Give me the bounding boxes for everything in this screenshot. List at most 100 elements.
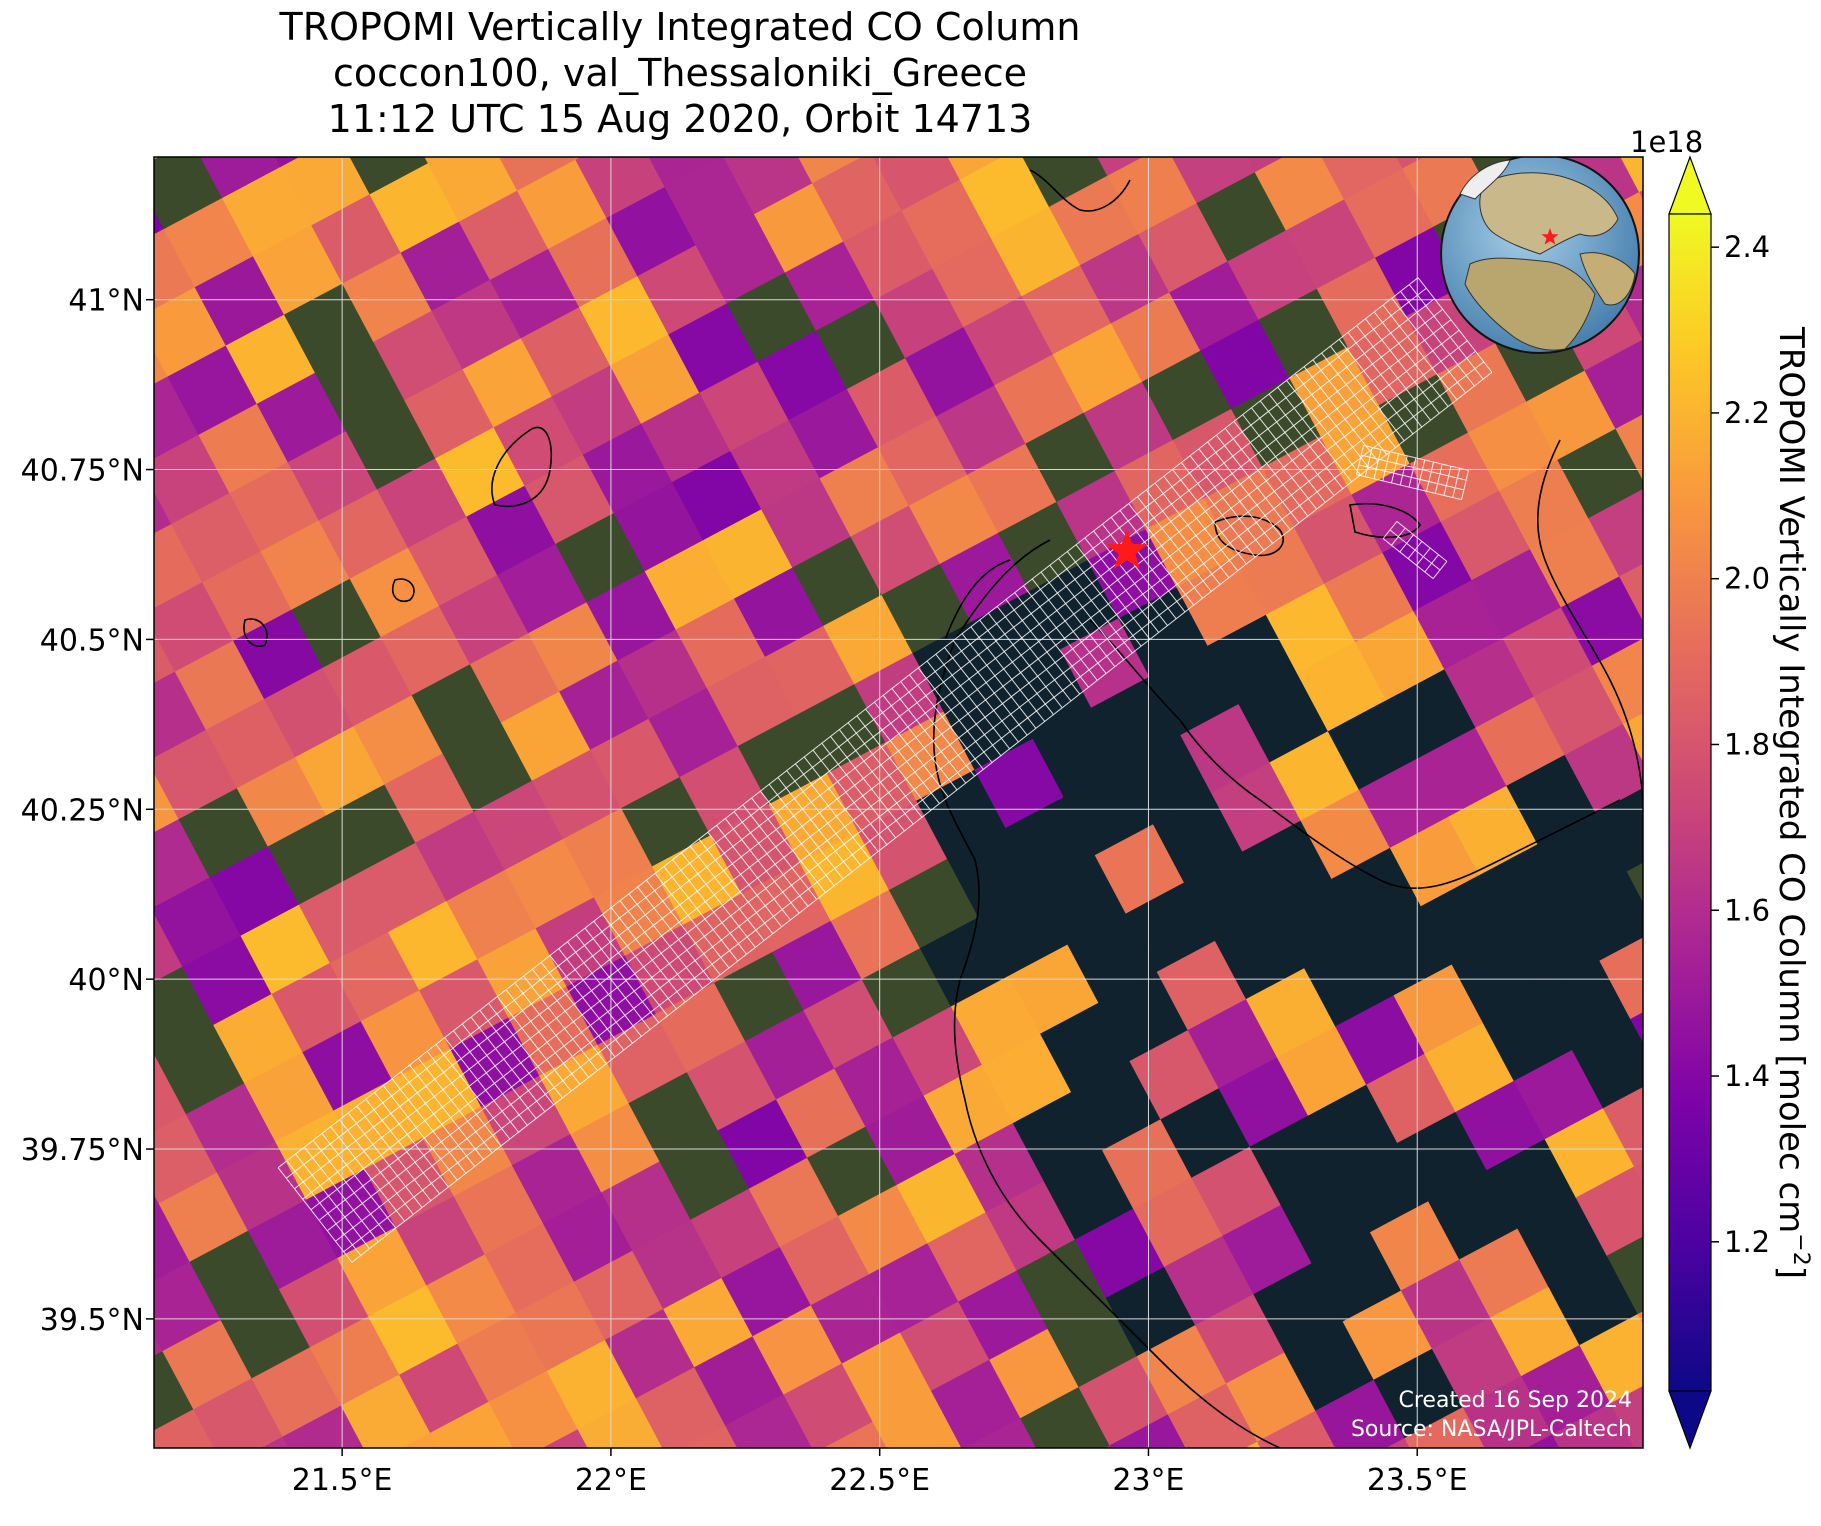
co-pixel xyxy=(411,663,503,755)
footprint-line xyxy=(812,749,888,845)
colorbar-tick-label: 1.2 xyxy=(1724,1225,1770,1259)
co-pixel xyxy=(1016,1239,1108,1330)
co-pixel xyxy=(1417,727,1508,818)
co-pixel xyxy=(846,357,938,449)
footprint-line xyxy=(347,1112,423,1208)
co-pixel xyxy=(1226,1351,1317,1443)
co-pixel xyxy=(590,718,681,810)
co-pixel xyxy=(388,900,479,992)
footprint-line xyxy=(1400,291,1475,387)
footprint-line xyxy=(1382,451,1391,481)
co-pixel xyxy=(1459,1228,1550,1319)
footprint-line xyxy=(1361,454,1467,481)
footprint-line xyxy=(856,715,932,811)
y-axis-ticks: 41°N 40.75°N 40.5°N 40.25°N 40°N 39.75°N 39.5°… xyxy=(21,284,154,1338)
co-pixel xyxy=(154,1024,246,1116)
co-pixel xyxy=(488,1370,580,1448)
co-pixel xyxy=(360,989,452,1081)
co-pixel xyxy=(1207,614,1299,706)
co-pixel xyxy=(613,481,705,573)
footprint-line xyxy=(1198,448,1274,544)
footprint-line xyxy=(1277,386,1353,483)
footprint-line xyxy=(786,770,861,866)
footprint-line xyxy=(374,1092,449,1188)
co-pixel xyxy=(672,450,763,542)
star-icon[interactable] xyxy=(1106,529,1148,569)
co-pixel xyxy=(990,206,1082,298)
co-pixel xyxy=(442,722,534,813)
co-pixel xyxy=(784,241,876,332)
footprint-line xyxy=(1408,284,1484,380)
footprint-line xyxy=(1163,475,1239,572)
co-pixel xyxy=(477,927,569,1019)
co-pixel xyxy=(812,157,903,243)
footprint-line xyxy=(1382,538,1434,579)
co-pixel xyxy=(419,958,510,1050)
co-pixel xyxy=(1156,940,1248,1032)
footprint-line xyxy=(1207,441,1282,537)
co-pixel xyxy=(1448,785,1539,877)
footprint-line xyxy=(1408,457,1417,488)
footprint-line xyxy=(619,900,695,996)
co-pixel xyxy=(1022,157,1109,208)
footprint-line xyxy=(610,907,686,1003)
co-pixel xyxy=(562,807,654,899)
co-pixel xyxy=(648,687,740,779)
co-pixel xyxy=(931,1359,1022,1448)
co-pixel xyxy=(194,255,286,347)
co-pixel xyxy=(1366,1053,1457,1144)
co-pixel xyxy=(1486,1138,1578,1230)
footprint-line xyxy=(803,756,879,852)
co-pixel xyxy=(764,625,856,717)
footprint-line xyxy=(1312,359,1388,455)
co-pixel xyxy=(1284,1320,1376,1412)
title-line-3: 11:12 UTC 15 Aug 2020, Orbit 14713 xyxy=(327,97,1033,141)
co-pixel xyxy=(380,605,472,697)
co-pixel xyxy=(400,221,492,312)
footprint-line xyxy=(1233,421,1309,517)
coastline-east xyxy=(1536,439,1643,801)
co-pixel xyxy=(1110,291,1202,383)
footprint-line xyxy=(681,852,756,948)
co-pixel xyxy=(1482,991,1574,1083)
co-pixel xyxy=(154,1203,192,1283)
co-pixel xyxy=(1564,723,1643,815)
co-pixel xyxy=(788,388,880,480)
co-pixel xyxy=(1378,373,1470,465)
co-pixel xyxy=(1572,1018,1643,1110)
co-pixel xyxy=(1526,370,1618,461)
co-pixel xyxy=(798,157,865,185)
co-pixel xyxy=(500,691,592,782)
co-pixel xyxy=(717,1098,809,1190)
map-panel[interactable]: Created 16 Sep 2024 Source: NASA/JPL-Cal… xyxy=(55,55,1745,1526)
co-pixel xyxy=(978,885,1069,977)
co-pixel xyxy=(706,656,798,748)
footprint-line xyxy=(351,371,1493,1263)
footprint-line xyxy=(900,681,975,777)
footprint-line xyxy=(777,777,853,873)
co-pixel xyxy=(916,769,1008,861)
co-pixel xyxy=(573,1250,665,1341)
site-marker[interactable] xyxy=(1106,529,1148,569)
co-pixel xyxy=(641,392,732,484)
footprint-line xyxy=(1389,529,1441,571)
co-pixel xyxy=(539,1044,631,1136)
footprint-line xyxy=(1286,380,1361,476)
footprint-line xyxy=(1259,400,1335,496)
footprint-line xyxy=(628,893,704,989)
co-pixel xyxy=(761,477,853,569)
footprint-line xyxy=(453,1030,528,1126)
co-pixel xyxy=(264,667,355,759)
co-pixel xyxy=(1355,610,1446,702)
co-pixel xyxy=(741,862,833,953)
co-pixel xyxy=(823,1421,888,1448)
co-pixel xyxy=(1160,1087,1252,1179)
co-pixel xyxy=(415,811,507,903)
co-pixel xyxy=(528,601,619,693)
footprint-line xyxy=(575,934,651,1030)
co-pixel xyxy=(900,1301,991,1392)
co-pixel xyxy=(869,1242,960,1334)
co-pixel xyxy=(772,920,864,1012)
footprint-line xyxy=(1356,325,1431,421)
co-pixel xyxy=(376,457,468,549)
